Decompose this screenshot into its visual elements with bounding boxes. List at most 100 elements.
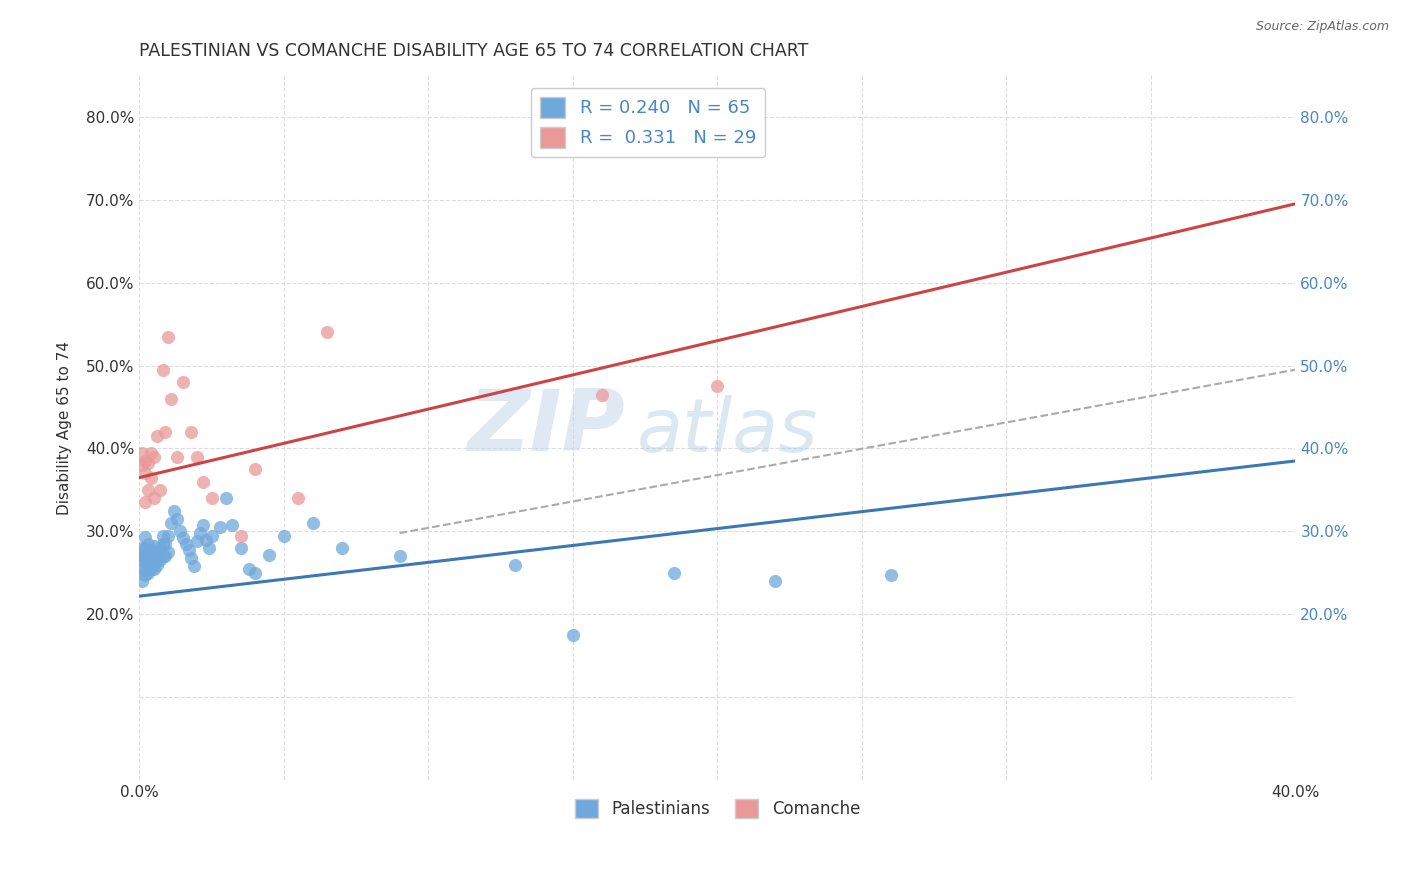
Point: [160, 516, 183, 530]
Point: [188, 526, 211, 541]
Point: [136, 537, 159, 551]
Point: [131, 541, 153, 555]
Text: atlas: atlas: [637, 395, 818, 467]
Point: [238, 562, 260, 576]
Point: [131, 458, 153, 472]
Point: [301, 516, 323, 530]
Point: [136, 566, 159, 580]
Point: [163, 504, 186, 518]
Point: [142, 450, 165, 464]
Point: [142, 491, 165, 506]
Point: [152, 362, 174, 376]
Point: [149, 483, 172, 497]
Point: [142, 548, 165, 562]
Point: [880, 567, 903, 582]
Point: [229, 528, 252, 542]
Point: [157, 329, 180, 343]
Point: [194, 533, 217, 547]
Point: [136, 457, 159, 471]
Point: [172, 375, 194, 389]
Point: [146, 558, 169, 572]
Point: [177, 542, 200, 557]
Point: [134, 541, 156, 555]
Point: [330, 541, 353, 555]
Point: [136, 548, 159, 562]
Point: [134, 562, 156, 576]
Point: [142, 562, 165, 576]
Point: [273, 528, 295, 542]
Point: [134, 530, 156, 544]
Point: [166, 450, 188, 464]
Point: [388, 549, 411, 564]
Point: [149, 553, 172, 567]
Point: [152, 528, 174, 542]
Point: [706, 379, 728, 393]
Text: ZIP: ZIP: [467, 386, 624, 469]
Point: [243, 566, 266, 580]
Point: [134, 548, 156, 562]
Point: [134, 454, 156, 468]
Point: [209, 520, 232, 534]
Text: PALESTINIAN VS COMANCHE DISABILITY AGE 65 TO 74 CORRELATION CHART: PALESTINIAN VS COMANCHE DISABILITY AGE 6…: [139, 42, 808, 60]
Point: [169, 524, 191, 539]
Point: [134, 567, 156, 582]
Point: [287, 491, 309, 506]
Point: [186, 450, 208, 464]
Point: [155, 537, 177, 551]
Point: [131, 553, 153, 567]
Point: [215, 491, 238, 506]
Point: [229, 541, 252, 555]
Point: [198, 541, 221, 555]
Point: [152, 537, 174, 551]
Point: [243, 462, 266, 476]
Point: [139, 470, 162, 484]
Point: [174, 537, 197, 551]
Point: [316, 326, 339, 340]
Point: [591, 387, 613, 401]
Point: [160, 392, 183, 406]
Legend: Palestinians, Comanche: Palestinians, Comanche: [568, 792, 868, 825]
Point: [166, 512, 188, 526]
Point: [131, 562, 153, 576]
Text: Source: ZipAtlas.com: Source: ZipAtlas.com: [1256, 20, 1389, 33]
Point: [259, 548, 281, 562]
Point: [142, 556, 165, 570]
Point: [183, 559, 205, 574]
Point: [134, 553, 156, 567]
Point: [134, 467, 156, 481]
Point: [503, 558, 526, 572]
Point: [191, 517, 214, 532]
Point: [136, 483, 159, 497]
Point: [201, 528, 224, 542]
Point: [139, 445, 162, 459]
Point: [149, 541, 172, 555]
Point: [561, 628, 583, 642]
Point: [180, 425, 202, 439]
Y-axis label: Disability Age 65 to 74: Disability Age 65 to 74: [58, 341, 72, 515]
Point: [186, 534, 208, 549]
Point: [131, 574, 153, 589]
Point: [155, 549, 177, 564]
Point: [155, 425, 177, 439]
Point: [136, 553, 159, 567]
Point: [180, 551, 202, 566]
Point: [763, 574, 786, 589]
Point: [131, 445, 153, 459]
Point: [139, 562, 162, 576]
Point: [191, 475, 214, 489]
Point: [142, 540, 165, 554]
Point: [131, 548, 153, 562]
Point: [146, 545, 169, 559]
Point: [152, 549, 174, 564]
Point: [134, 495, 156, 509]
Point: [157, 545, 180, 559]
Point: [146, 429, 169, 443]
Point: [662, 566, 685, 580]
Point: [221, 517, 243, 532]
Point: [201, 491, 224, 506]
Point: [139, 542, 162, 557]
Point: [172, 531, 194, 545]
Point: [139, 553, 162, 567]
Point: [157, 528, 180, 542]
Point: [136, 559, 159, 574]
